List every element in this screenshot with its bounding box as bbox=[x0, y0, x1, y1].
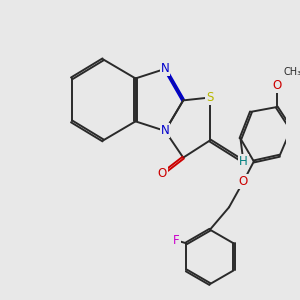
Text: N: N bbox=[161, 124, 170, 137]
Text: O: O bbox=[239, 175, 248, 188]
Text: H: H bbox=[239, 155, 248, 168]
Text: CH₃: CH₃ bbox=[284, 67, 300, 77]
Text: N: N bbox=[161, 62, 170, 75]
Text: F: F bbox=[173, 234, 180, 247]
Text: S: S bbox=[206, 91, 214, 104]
Text: O: O bbox=[158, 167, 167, 180]
Text: O: O bbox=[272, 79, 281, 92]
